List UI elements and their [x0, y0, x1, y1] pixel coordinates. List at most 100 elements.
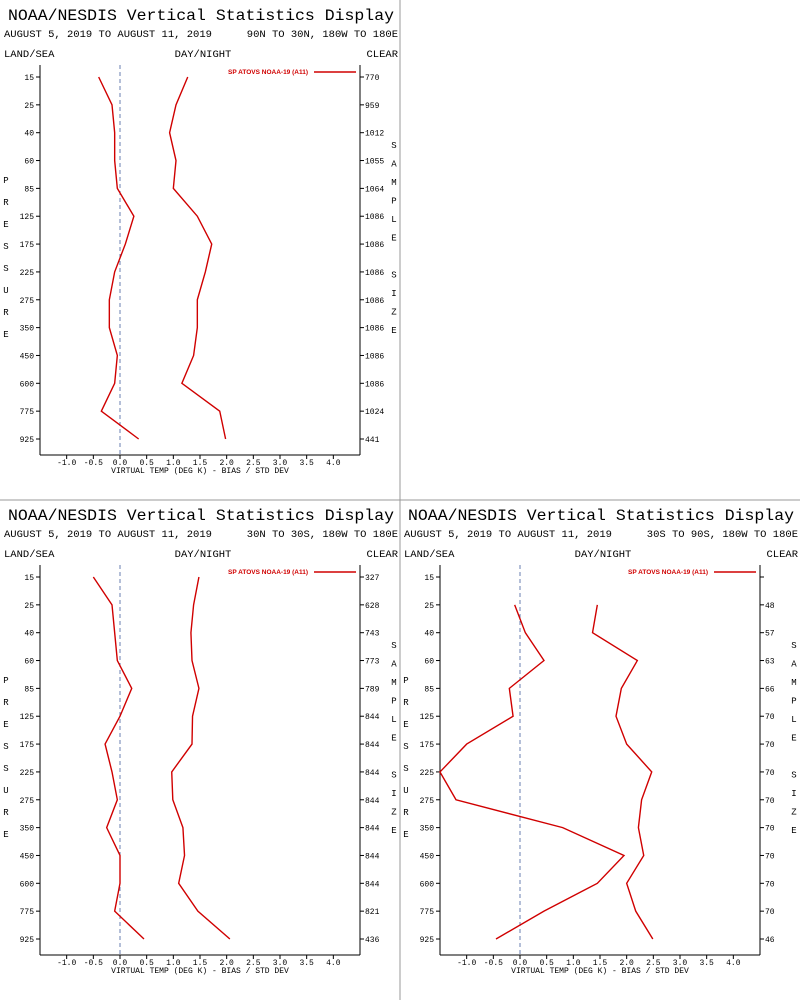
sample-size: 57: [765, 630, 775, 639]
x-tick-label: 3.5: [699, 959, 714, 968]
sample-size: 70: [765, 852, 775, 861]
sample-size: 1064: [365, 185, 384, 194]
sample-size: 1024: [365, 408, 384, 417]
sample-size: 63: [765, 658, 775, 667]
x-axis-label: VIRTUAL TEMP (DEG K) - BIAS / STD DEV: [111, 967, 289, 976]
profile-line: [168, 76, 227, 440]
sample-size: 70: [765, 908, 775, 917]
pressure-label: 15: [424, 574, 434, 583]
region: 30S TO 90S, 180W TO 180E: [647, 529, 798, 541]
pressure-label: 60: [24, 658, 34, 667]
sample-size: 1086: [365, 325, 384, 334]
x-tick-label: 3.0: [273, 959, 288, 968]
land-sea-label: LAND/SEA: [404, 549, 455, 561]
pressure-label: 125: [20, 713, 35, 722]
day-night-label: DAY/NIGHT: [175, 549, 232, 561]
sample-size: 441: [365, 436, 380, 445]
pressure-label: 125: [420, 713, 435, 722]
pressure-label: 600: [420, 880, 435, 889]
pressure-label: 25: [24, 602, 34, 611]
pressure-label: 600: [20, 880, 35, 889]
x-tick-label: 1.0: [166, 959, 181, 968]
pressure-label: 225: [420, 769, 435, 778]
clear-label: CLEAR: [366, 549, 398, 561]
pressure-label: 775: [20, 908, 35, 917]
legend-label: SP ATOVS NOAA-19 (A11): [628, 569, 708, 576]
x-tick-label: 1.0: [166, 459, 181, 468]
sample-size: 844: [365, 741, 380, 750]
sample-size: 1086: [365, 269, 384, 278]
profile-line: [92, 576, 145, 940]
sample-size: 1012: [365, 130, 384, 139]
sample-size: 770: [365, 74, 380, 83]
pressure-label: 15: [24, 74, 34, 83]
pressure-label: 85: [24, 185, 34, 194]
x-tick-label: 2.5: [646, 959, 661, 968]
sample-size: 70: [765, 769, 775, 778]
profile-line: [439, 604, 626, 940]
sample-size: 844: [365, 769, 380, 778]
x-tick-label: 2.5: [246, 959, 261, 968]
clear-label: CLEAR: [766, 549, 798, 561]
x-tick-label: 0.5: [539, 959, 554, 968]
x-tick-label: 3.0: [273, 459, 288, 468]
pressure-label: 450: [20, 352, 35, 361]
sample-size: 844: [365, 852, 380, 861]
pressure-label: 925: [420, 936, 435, 945]
x-axis-label: VIRTUAL TEMP (DEG K) - BIAS / STD DEV: [511, 967, 689, 976]
x-tick-label: 0.0: [113, 459, 128, 468]
profile-line: [98, 76, 140, 440]
x-tick-label: -1.0: [57, 959, 76, 968]
pressure-label: 125: [20, 213, 35, 222]
x-tick-label: -1.0: [457, 959, 476, 968]
sample-size: 844: [365, 797, 380, 806]
x-tick-label: 2.0: [619, 959, 634, 968]
land-sea-label: LAND/SEA: [4, 549, 55, 561]
land-sea-label: LAND/SEA: [4, 49, 55, 61]
clear-label: CLEAR: [366, 49, 398, 61]
panel: NOAA/NESDIS Vertical Statistics Display A…: [401, 507, 799, 976]
sample-size: 773: [365, 658, 380, 667]
sample-size: 743: [365, 630, 380, 639]
x-tick-label: 3.5: [299, 459, 314, 468]
pressure-label: 25: [424, 602, 434, 611]
legend-label: SP ATOVS NOAA-19 (A11): [228, 569, 308, 576]
x-tick-label: 4.0: [726, 959, 741, 968]
x-tick-label: 0.0: [113, 959, 128, 968]
panel: NOAA/NESDIS Vertical Statistics Display A…: [1, 507, 399, 976]
sample-size: 1055: [365, 158, 384, 167]
pressure-label: 40: [24, 630, 34, 639]
x-tick-label: 2.0: [219, 459, 234, 468]
x-tick-label: 1.5: [193, 959, 208, 968]
legend-label: SP ATOVS NOAA-19 (A11): [228, 69, 308, 76]
sample-size: 844: [365, 880, 380, 889]
panel-title: NOAA/NESDIS Vertical Statistics Display: [408, 507, 794, 525]
day-night-label: DAY/NIGHT: [575, 549, 632, 561]
pressure-label: 15: [24, 574, 34, 583]
sample-size: 46: [765, 936, 775, 945]
x-tick-label: -0.5: [84, 459, 103, 468]
pressure-label: 85: [424, 685, 434, 694]
y-axis-label: PRESSURE: [1, 176, 11, 352]
sample-size: 1086: [365, 352, 384, 361]
x-axis-label: VIRTUAL TEMP (DEG K) - BIAS / STD DEV: [111, 467, 289, 476]
x-tick-label: 2.0: [219, 959, 234, 968]
sample-size: 1086: [365, 241, 384, 250]
sample-size: 48: [765, 602, 775, 611]
pressure-label: 275: [20, 797, 35, 806]
pressure-label: 925: [20, 436, 35, 445]
y2-axis-label: SAMPLE SIZE: [789, 641, 799, 845]
pressure-label: 60: [24, 158, 34, 167]
date-range: AUGUST 5, 2019 TO AUGUST 11, 2019: [4, 529, 212, 541]
pressure-label: 450: [420, 852, 435, 861]
panel-title: NOAA/NESDIS Vertical Statistics Display: [8, 7, 394, 25]
sample-size: 844: [365, 825, 380, 834]
sample-size: 70: [765, 741, 775, 750]
pressure-label: 925: [20, 936, 35, 945]
y-axis-label: PRESSURE: [401, 676, 411, 852]
pressure-label: 175: [20, 241, 35, 250]
x-tick-label: 1.5: [593, 959, 608, 968]
x-tick-label: -1.0: [57, 459, 76, 468]
